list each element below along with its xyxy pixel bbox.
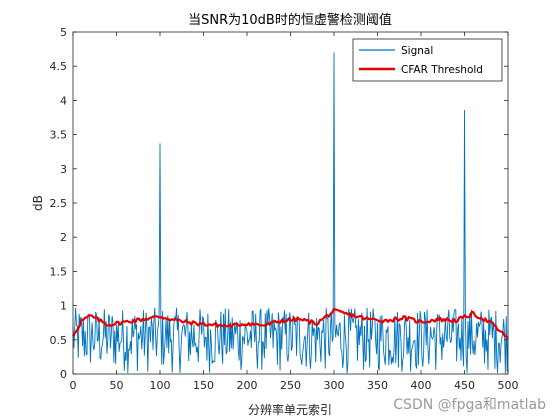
y-tick-label: 1.5 [50,265,68,278]
x-axis: 0 50 100 150 200 250 300 350 400 450 500 [70,32,519,392]
legend-box [352,38,503,82]
x-tick-label: 350 [367,379,388,392]
x-tick-label: 500 [498,379,519,392]
x-tick-label: 250 [280,379,301,392]
legend: Signal CFAR Threshold [352,38,503,82]
x-tick-label: 450 [454,379,475,392]
x-tick-label: 50 [110,379,124,392]
signal-series [72,52,509,374]
legend-signal-label: Signal [401,45,433,57]
x-tick-label: 300 [324,379,345,392]
signal-line [72,52,509,374]
threshold-line [72,307,509,340]
y-tick-label: 3.5 [50,129,68,142]
legend-threshold-label: CFAR Threshold [401,64,483,76]
x-tick-label: 200 [237,379,258,392]
y-tick-label: 2.5 [50,197,68,210]
x-tick-label: 400 [411,379,432,392]
chart-title: 当SNR为10dB时的恒虚警检测阈值 [188,12,392,28]
x-tick-label: 150 [193,379,214,392]
y-tick-label: 0.5 [50,334,68,347]
watermark: CSDN @fpga和matlab [393,397,546,413]
y-tick-label: 4 [60,94,67,107]
y-tick-label: 4.5 [50,60,68,73]
x-tick-label: 100 [150,379,171,392]
y-tick-label: 5 [60,26,67,39]
x-axis-label: 分辨率单元索引 [248,402,332,417]
y-tick-label: 0 [60,368,67,381]
x-tick-label: 0 [70,379,77,392]
y-axis: 0 0.5 1 1.5 2 2.5 3 3.5 4 4.5 5 [50,26,508,381]
y-tick-label: 2 [60,231,67,244]
threshold-series [72,307,509,340]
y-tick-label: 1 [60,300,67,313]
y-axis-label: dB [31,195,45,211]
y-tick-label: 3 [60,163,67,176]
